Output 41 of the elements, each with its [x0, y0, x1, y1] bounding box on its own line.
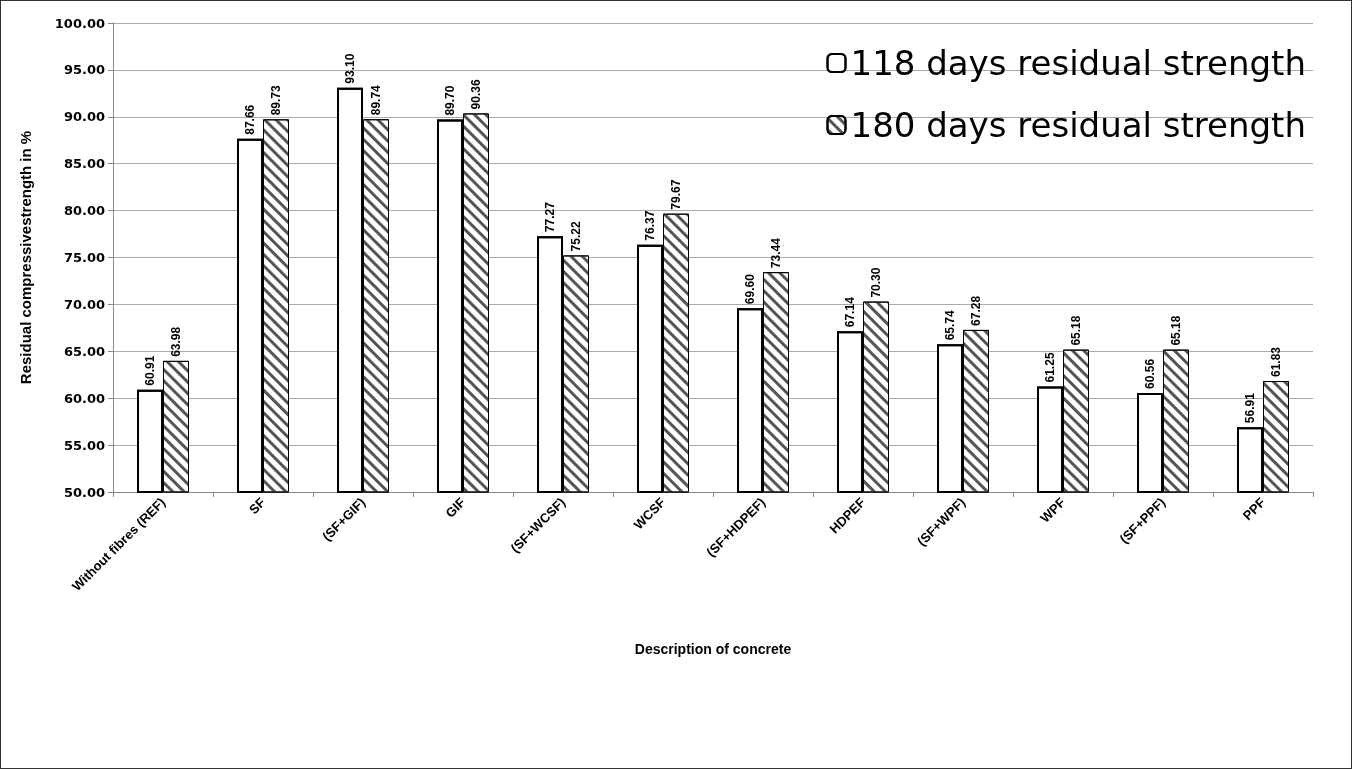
y-tick-label: 100.00 — [54, 15, 105, 31]
data-label: 65.18 — [1169, 315, 1183, 346]
y-tick-label: 85.00 — [63, 156, 105, 172]
data-label: 89.73 — [269, 84, 283, 116]
y-tick-label: 90.00 — [63, 109, 105, 125]
data-label: 93.10 — [343, 53, 357, 84]
data-label: 65.18 — [1069, 315, 1083, 346]
legend-label: 118 days residual strength — [850, 43, 1306, 83]
data-label: 67.28 — [969, 295, 983, 326]
data-label: 89.70 — [443, 85, 457, 116]
data-label: 61.25 — [1043, 352, 1057, 383]
y-tick-label: 95.00 — [63, 62, 105, 78]
y-tick-label: 50.00 — [63, 484, 105, 500]
y-tick-label: 65.00 — [63, 343, 105, 359]
y-tick-label: 75.00 — [63, 250, 105, 265]
data-label: 87.66 — [243, 104, 257, 135]
data-label: 60.56 — [1143, 358, 1157, 389]
data-label: 69.60 — [743, 273, 757, 305]
data-label: 90.36 — [469, 79, 483, 110]
data-label: 75.22 — [569, 221, 583, 252]
data-label: 67.14 — [843, 296, 857, 328]
data-label: 77.27 — [543, 201, 557, 233]
x-tick-label: GIF — [442, 494, 469, 521]
x-axis-title: Description of concrete — [634, 641, 792, 657]
y-tick-label: 80.00 — [63, 203, 105, 219]
y-tick-label: 60.00 — [63, 390, 105, 406]
data-label: 89.74 — [369, 84, 383, 116]
data-label: 73.44 — [769, 237, 783, 269]
y-tick-label: 70.00 — [63, 296, 105, 312]
y-tick-label: 55.00 — [63, 437, 105, 453]
x-tick-label: SF — [245, 494, 269, 518]
data-label: 63.98 — [169, 326, 183, 357]
data-label: 79.67 — [669, 179, 683, 210]
data-label: 61.83 — [1269, 346, 1283, 378]
legend-label: 180 days residual strength — [850, 105, 1306, 145]
data-label: 65.74 — [943, 310, 957, 341]
y-axis-title: Residual compressivestrength in % — [17, 130, 34, 385]
data-label: 76.37 — [643, 210, 657, 241]
data-label: 56.91 — [1243, 392, 1257, 424]
data-label: 70.30 — [869, 267, 883, 298]
data-label: 60.91 — [143, 355, 157, 386]
